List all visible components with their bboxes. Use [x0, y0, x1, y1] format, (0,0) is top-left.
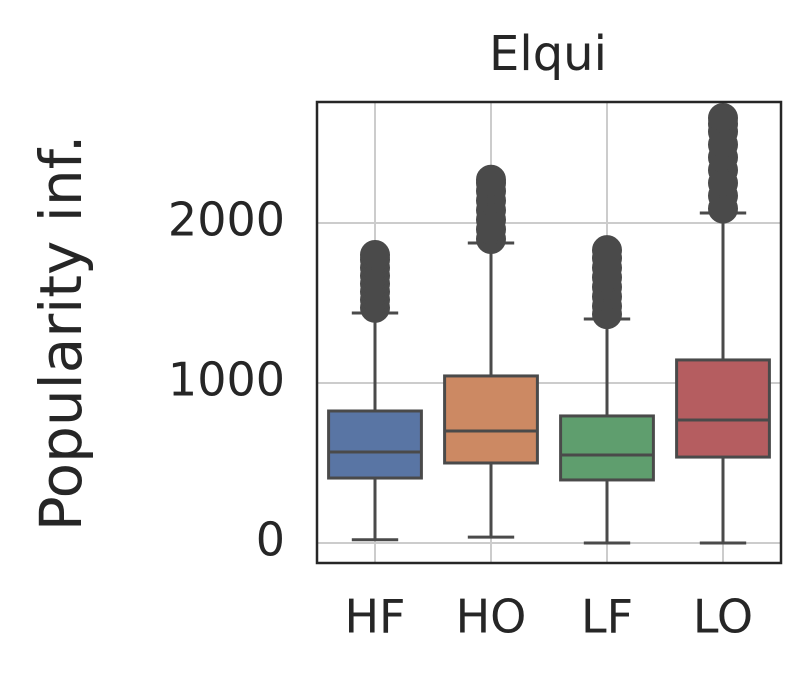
outlier: [360, 239, 390, 270]
x-tick-label: HO: [456, 590, 527, 644]
box: [443, 374, 539, 465]
x-tick-label: LO: [693, 590, 753, 644]
outlier: [708, 103, 738, 134]
y-tick-label: 0: [256, 512, 285, 566]
outlier: [592, 235, 622, 266]
y-tick-label: 2000: [168, 192, 285, 246]
x-tick-label: HF: [344, 590, 405, 644]
y-tick-label: 1000: [168, 352, 285, 406]
chart-title: Elqui: [489, 26, 607, 82]
y-axis-label: Popularity inf.: [27, 135, 95, 532]
x-tick-label: LF: [581, 590, 633, 644]
box: [559, 414, 655, 482]
box: [327, 409, 423, 480]
box: [675, 358, 771, 459]
outlier: [476, 164, 506, 195]
plot-frame: [315, 100, 783, 565]
